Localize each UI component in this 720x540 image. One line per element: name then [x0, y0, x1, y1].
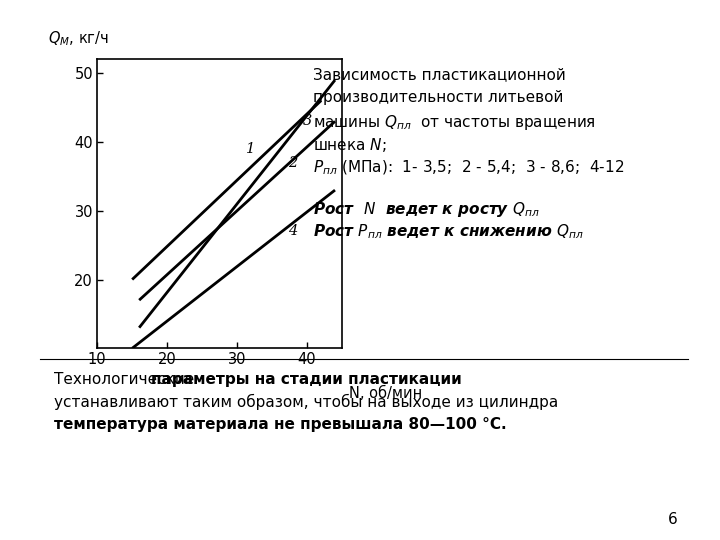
Text: 1: 1 [246, 142, 256, 156]
Text: Рост $P_{пл}$ ведет к снижению $Q_{пл}$: Рост $P_{пл}$ ведет к снижению $Q_{пл}$ [313, 222, 584, 241]
Text: шнека $N$;: шнека $N$; [313, 136, 387, 153]
Text: параметры на стадии пластикации: параметры на стадии пластикации [151, 372, 462, 387]
Text: $Q_M$, кг/ч: $Q_M$, кг/ч [48, 29, 109, 48]
Text: температура материала не превышала 80—100 °C.: температура материала не превышала 80—10… [54, 417, 507, 432]
Text: 2: 2 [289, 156, 297, 170]
Text: 6: 6 [668, 511, 678, 526]
Text: устанавливают таким образом, чтобы на выходе из цилиндра: устанавливают таким образом, чтобы на вы… [54, 394, 558, 410]
Text: 4: 4 [289, 224, 297, 238]
Text: производительности литьевой: производительности литьевой [313, 90, 564, 105]
Text: Зависимость пластикационной: Зависимость пластикационной [313, 68, 566, 83]
Text: 3: 3 [302, 114, 312, 129]
Text: Рост  $N$  ведет к росту $Q_{пл}$: Рост $N$ ведет к росту $Q_{пл}$ [313, 200, 540, 219]
Text: Технологические: Технологические [54, 372, 199, 387]
Text: $P_{пл}$ (МПа):  1- 3,5;  2 - 5,4;  3 - 8,6;  4-12: $P_{пл}$ (МПа): 1- 3,5; 2 - 5,4; 3 - 8,6… [313, 158, 624, 177]
Text: N, об/мин: N, об/мин [349, 386, 423, 401]
Text: машины $Q_{пл}$  от частоты вращения: машины $Q_{пл}$ от частоты вращения [313, 113, 596, 132]
